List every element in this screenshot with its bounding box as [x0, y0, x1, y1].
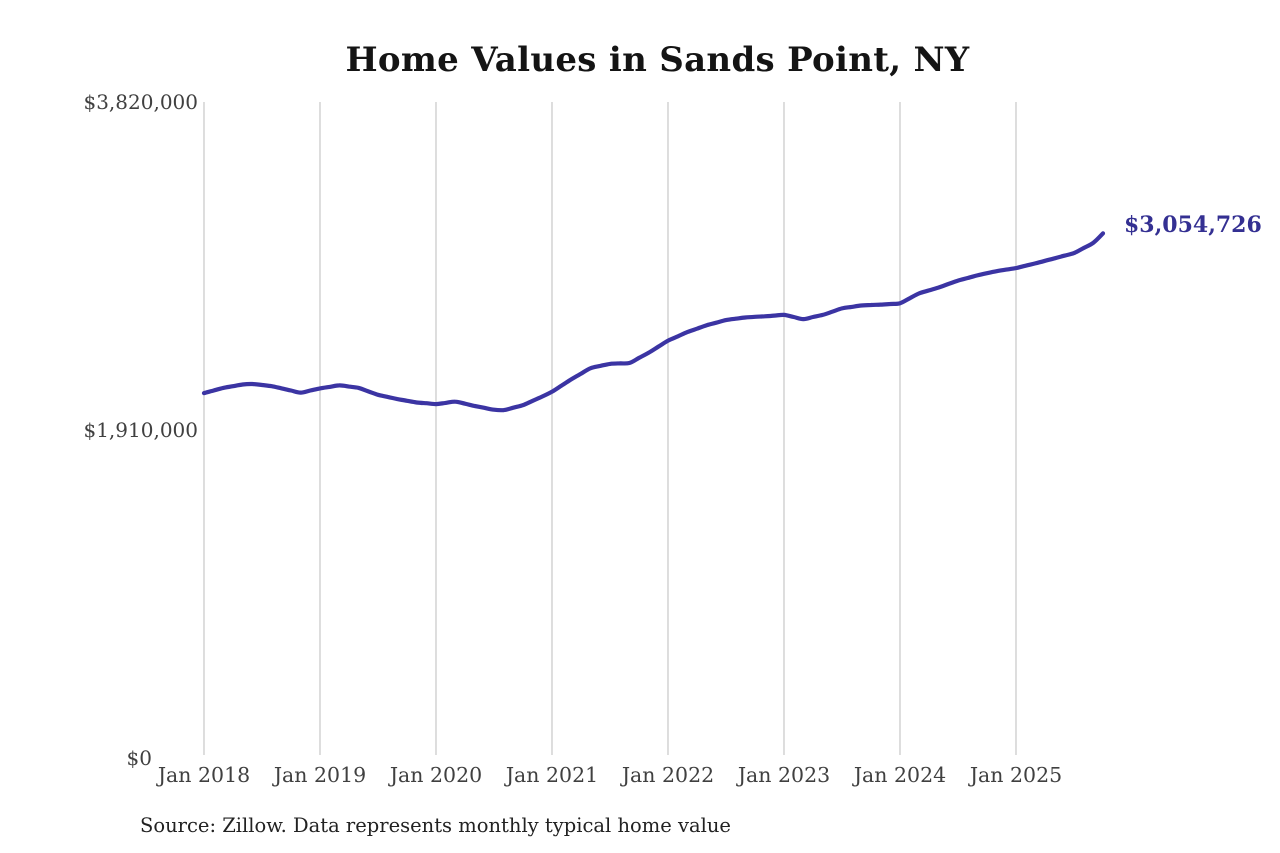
y-axis-tick-label: $3,820,000	[83, 90, 198, 114]
chart-title: Home Values in Sands Point, NY	[345, 40, 970, 80]
y-axis-tick-label: $1,910,000	[83, 418, 198, 442]
x-axis-tick-label: Jan 2019	[273, 763, 367, 787]
x-axis-tick-label: Jan 2021	[505, 763, 599, 787]
x-axis-tick-label: Jan 2022	[621, 763, 715, 787]
x-axis-tick-label: Jan 2024	[853, 763, 947, 787]
y-axis-tick-label: $0	[126, 746, 152, 770]
home-value-line	[201, 231, 1106, 413]
x-axis-tick-label: Jan 2025	[969, 763, 1063, 787]
latest-value-label: $3,054,726	[1124, 212, 1262, 239]
x-axis-tick-label: Jan 2023	[737, 763, 831, 787]
x-axis-tick-label: Jan 2020	[389, 763, 483, 787]
source-note: Source: Zillow. Data represents monthly …	[140, 814, 731, 837]
x-axis-tick-label: Jan 2018	[157, 763, 251, 787]
